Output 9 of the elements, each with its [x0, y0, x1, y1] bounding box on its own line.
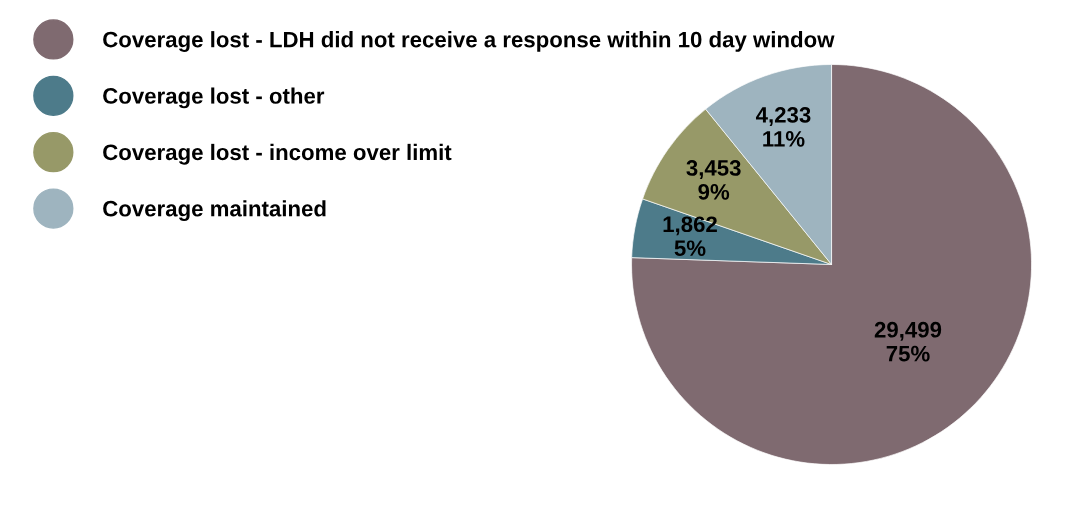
data-label: 3,453 9%	[686, 160, 741, 200]
data-label: 4,233 11%	[755, 107, 811, 147]
data-label: 29,499 75%	[874, 321, 942, 362]
legend-label: Coverage lost - LDH did not receive a response within 10 day window	[103, 31, 835, 52]
legend-label: Coverage lost - other	[103, 87, 325, 109]
data-label: 1,862 5%	[663, 216, 717, 257]
pie-slice	[631, 64, 1032, 465]
legend-label: Coverage maintained	[103, 200, 326, 222]
legend-label: Coverage lost - income over limit	[103, 143, 452, 165]
